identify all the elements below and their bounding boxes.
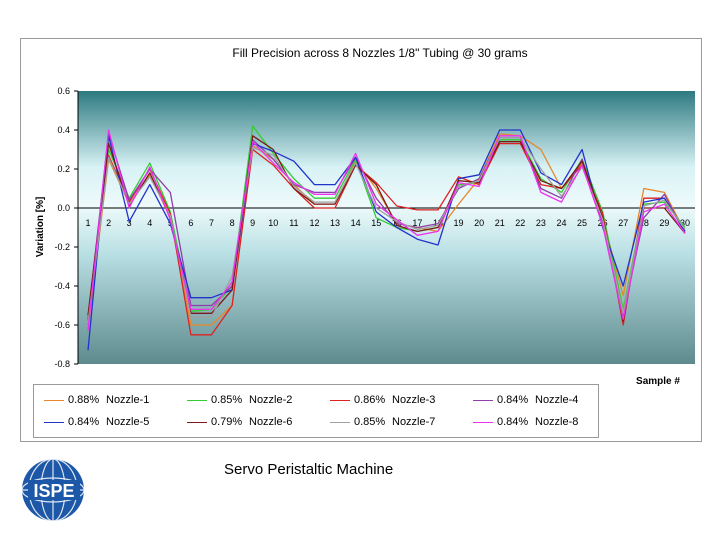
legend-value: 0.79% [211, 416, 243, 428]
legend-value: 0.88% [68, 394, 100, 406]
x-tick-label: 27 [618, 218, 628, 228]
x-tick-label: 8 [230, 218, 235, 228]
ispe-logo: ISPE [21, 458, 85, 522]
x-tick-label: 13 [330, 218, 340, 228]
legend-label: Nozzle-7 [392, 416, 436, 428]
legend-label: Nozzle-5 [106, 416, 150, 428]
legend-value: 0.84% [68, 416, 100, 428]
x-tick-label: 1 [85, 218, 90, 228]
y-tick-label: -0.8 [54, 359, 70, 369]
x-axis-label: Sample # [636, 376, 680, 387]
legend-item-nozzle-1: 0.88% Nozzle-1 [44, 391, 149, 409]
legend-value: 0.84% [497, 416, 529, 428]
x-tick-label: 9 [250, 218, 255, 228]
x-tick-label: 19 [454, 218, 464, 228]
legend-label: Nozzle-8 [535, 416, 579, 428]
legend-swatch [473, 421, 493, 423]
legend-item-nozzle-3: 0.86% Nozzle-3 [330, 391, 435, 409]
x-tick-label: 23 [536, 218, 546, 228]
y-tick-label: 0.0 [57, 203, 70, 213]
logo-text: ISPE [33, 481, 74, 501]
legend-item-nozzle-8: 0.84% Nozzle-8 [473, 413, 578, 431]
series-line-nozzle-8 [87, 129, 686, 331]
x-tick-label: 17 [412, 218, 422, 228]
x-tick-label: 2 [106, 218, 111, 228]
legend-swatch [473, 399, 493, 401]
x-tick-label: 3 [127, 218, 132, 228]
legend-value: 0.84% [497, 394, 529, 406]
legend-label: Nozzle-4 [535, 394, 579, 406]
x-tick-label: 21 [495, 218, 505, 228]
legend-item-nozzle-6: 0.79% Nozzle-6 [187, 413, 292, 431]
x-tick-label: 20 [474, 218, 484, 228]
legend-swatch [330, 399, 350, 401]
legend-label: Nozzle-2 [249, 394, 293, 406]
y-tick-label: -0.2 [54, 242, 70, 252]
y-axis-label: Variation [%] [35, 197, 46, 258]
legend-item-nozzle-2: 0.85% Nozzle-2 [187, 391, 292, 409]
legend-swatch [44, 421, 64, 423]
x-tick-label: 4 [147, 218, 152, 228]
x-tick-label: 29 [659, 218, 669, 228]
legend-label: Nozzle-6 [249, 416, 293, 428]
legend-item-nozzle-4: 0.84% Nozzle-4 [473, 391, 578, 409]
legend-value: 0.86% [354, 394, 386, 406]
chart-legend: 0.88% Nozzle-1 0.85% Nozzle-2 0.86% Nozzle-3 0… [33, 384, 599, 438]
y-tick-label: 0.6 [57, 86, 70, 96]
legend-label: Nozzle-1 [106, 394, 150, 406]
legend-swatch [330, 421, 350, 423]
legend-label: Nozzle-3 [392, 394, 436, 406]
x-tick-label: 15 [371, 218, 381, 228]
x-tick-label: 12 [309, 218, 319, 228]
x-tick-label: 25 [577, 218, 587, 228]
slide-caption: Servo Peristaltic Machine [224, 461, 394, 478]
x-tick-label: 22 [515, 218, 525, 228]
legend-item-nozzle-5: 0.84% Nozzle-5 [44, 413, 149, 431]
legend-value: 0.85% [354, 416, 386, 428]
y-tick-label: -0.6 [54, 320, 70, 330]
line-chart: Fill Precision across 8 Nozzles 1/8" Tub… [35, 46, 695, 387]
x-tick-label: 24 [556, 218, 566, 228]
plot-area [78, 91, 695, 364]
x-tick-label: 11 [289, 218, 298, 228]
chart-title: Fill Precision across 8 Nozzles 1/8" Tub… [232, 46, 527, 60]
x-tick-label: 28 [639, 218, 649, 228]
x-tick-label: 7 [209, 218, 214, 228]
x-tick-label: 6 [188, 218, 193, 228]
x-tick-label: 30 [680, 218, 690, 228]
legend-swatch [44, 399, 64, 401]
y-tick-label: 0.2 [57, 164, 70, 174]
y-ticks: -0.8 -0.6 -0.4 -0.2 0.0 0.2 0.4 0.6 [54, 86, 78, 369]
x-tick-label: 10 [268, 218, 278, 228]
series-lines [87, 125, 686, 351]
series-line-nozzle-5 [87, 129, 686, 351]
legend-item-nozzle-7: 0.85% Nozzle-7 [330, 413, 435, 431]
legend-swatch [187, 421, 207, 423]
y-tick-label: 0.4 [57, 125, 70, 135]
legend-value: 0.85% [211, 394, 243, 406]
x-tick-label: 14 [351, 218, 361, 228]
legend-swatch [187, 399, 207, 401]
chart-frame: Fill Precision across 8 Nozzles 1/8" Tub… [20, 38, 702, 442]
y-tick-label: -0.4 [54, 281, 70, 291]
